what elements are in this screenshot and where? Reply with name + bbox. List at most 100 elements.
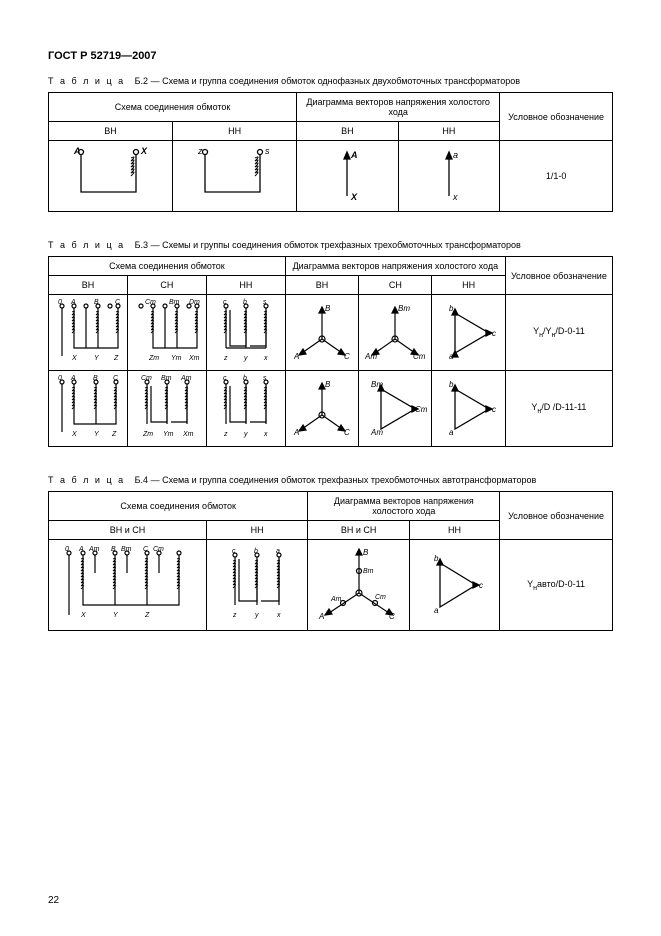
svg-text:Cm: Cm [153, 546, 164, 553]
svg-text:s: s [265, 146, 270, 156]
cell-star-vn: B A C [285, 371, 358, 447]
svg-text:s: s [263, 299, 267, 306]
three-coil-y-icon: 0 A B C X Y Z [52, 374, 124, 444]
cell-designation: Yнавто/D-0-11 [500, 540, 613, 631]
svg-text:Z: Z [113, 355, 119, 362]
svg-text:Y: Y [113, 612, 119, 619]
svg-text:X: X [71, 355, 77, 362]
svg-text:a: a [276, 548, 280, 555]
svg-text:Xm: Xm [182, 431, 194, 438]
svg-text:a: a [449, 352, 454, 361]
svg-text:B: B [93, 375, 98, 382]
svg-text:Dm: Dm [189, 299, 200, 306]
svg-text:x: x [263, 431, 268, 438]
star-vector-icon: B A C [290, 375, 354, 443]
cell-star-sn: Bm Am Cm [359, 295, 432, 371]
svg-text:y: y [254, 612, 259, 619]
svg-text:Ym: Ym [163, 431, 174, 438]
three-coil-d-icon: c b s z y x [210, 374, 282, 444]
th: ВН [285, 276, 358, 295]
cell-designation: 1/1-0 [500, 141, 613, 212]
svg-text:Ym: Ym [171, 355, 182, 362]
cell-coils-sn: Cm Bm Am Zm Ym Xm [127, 371, 206, 447]
svg-text:Am: Am [330, 596, 342, 603]
svg-text:y: y [243, 355, 248, 362]
svg-text:c: c [223, 299, 227, 306]
svg-text:Z: Z [111, 431, 117, 438]
th-diagram: Диаграмма векторов напряжения холостого … [285, 257, 505, 276]
svg-text:b: b [449, 380, 454, 389]
th-schema: Схема соединения обмоток [49, 492, 308, 521]
auto-coil-icon: 0 A Am B Bm C Cm X Y Z [57, 543, 197, 627]
svg-text:X: X [71, 431, 77, 438]
th-designation: Условное обозначение [505, 257, 612, 295]
th-designation: Условное обозначение [500, 93, 613, 141]
svg-text:Am: Am [370, 428, 383, 437]
svg-text:b: b [254, 548, 258, 555]
svg-text:Y: Y [94, 431, 100, 438]
th-diagram: Диаграмма векторов напряжения холостого … [308, 492, 500, 521]
svg-text:Bm: Bm [121, 546, 132, 553]
svg-text:B: B [363, 548, 369, 557]
cell-schema-vn: A X [49, 141, 173, 212]
three-coil-d-icon: Cm Bm Am Zm Ym Xm [131, 374, 203, 444]
caption-text: — Схема и группа соединения обмоток трех… [151, 475, 537, 485]
svg-text:0: 0 [58, 299, 62, 306]
svg-text:z: z [232, 612, 237, 619]
svg-text:Cm: Cm [141, 375, 152, 382]
star-vector-icon: Bm Am Cm [363, 299, 427, 367]
table-b3-caption: Т а б л и ц а Б.3 — Схемы и группы соеди… [48, 240, 613, 250]
svg-text:A: A [73, 146, 81, 156]
svg-text:x: x [452, 192, 458, 202]
table-b2-caption: Т а б л и ц а Б.2 — Схема и группа соеди… [48, 76, 613, 86]
svg-text:Bm: Bm [169, 299, 180, 306]
caption-text: — Схема и группа соединения обмоток одно… [151, 76, 520, 86]
three-coil-y-icon: Cm Bm Dm Zm Ym Xm [131, 298, 203, 368]
svg-text:X: X [140, 146, 148, 156]
svg-text:a: a [449, 428, 454, 437]
svg-text:c: c [492, 405, 496, 414]
th-designation: Условное обозначение [500, 492, 613, 540]
th: ВН [49, 276, 128, 295]
svg-text:Y: Y [94, 355, 100, 362]
caption-prefix: Т а б л и ц а [48, 475, 125, 485]
svg-text:Cm: Cm [145, 299, 156, 306]
cell-designation: Yн/Yн/D-0-11 [505, 295, 612, 371]
svg-text:c: c [223, 375, 227, 382]
svg-text:y: y [243, 431, 248, 438]
cell-delta-sn: Bm Cm Am [359, 371, 432, 447]
svg-text:C: C [344, 428, 350, 437]
vector-up-icon: A X [322, 144, 372, 208]
cell-delta-nn: b c a [409, 540, 499, 631]
svg-text:Am: Am [180, 375, 192, 382]
delta-vector-icon: b c a [437, 375, 501, 443]
cell-delta-nn: b c a [432, 295, 505, 371]
svg-text:b: b [449, 304, 454, 313]
page: ГОСТ Р 52719—2007 Т а б л и ц а Б.2 — Сх… [0, 0, 661, 936]
svg-text:A: A [70, 299, 76, 306]
svg-text:A: A [70, 375, 76, 382]
th-vn2: ВН [297, 122, 399, 141]
svg-text:s: s [263, 375, 267, 382]
th: ВН и СН [49, 521, 207, 540]
svg-text:c: c [492, 329, 496, 338]
svg-text:Bm: Bm [371, 380, 383, 389]
svg-text:Bm: Bm [398, 304, 410, 313]
caption-num: Б.4 [135, 475, 148, 485]
svg-text:Am: Am [364, 352, 377, 361]
svg-text:Zm: Zm [142, 431, 153, 438]
svg-text:C: C [344, 352, 350, 361]
svg-text:Bm: Bm [363, 568, 374, 575]
three-coil-d-icon: c b s z y x [210, 298, 282, 368]
th: НН [206, 276, 285, 295]
svg-text:B: B [325, 380, 331, 389]
doc-title: ГОСТ Р 52719—2007 [48, 50, 613, 62]
th: ВН и СН [308, 521, 410, 540]
table-b3: Схема соединения обмоток Диаграмма векто… [48, 256, 613, 447]
svg-text:B: B [111, 546, 116, 553]
caption-prefix: Т а б л и ц а [48, 240, 125, 250]
cell-coils-vn: 0 A B C X Y Z [49, 371, 128, 447]
svg-text:c: c [479, 581, 483, 590]
delta-vector-icon: Bm Cm Am [363, 375, 427, 443]
svg-text:b: b [434, 554, 439, 563]
